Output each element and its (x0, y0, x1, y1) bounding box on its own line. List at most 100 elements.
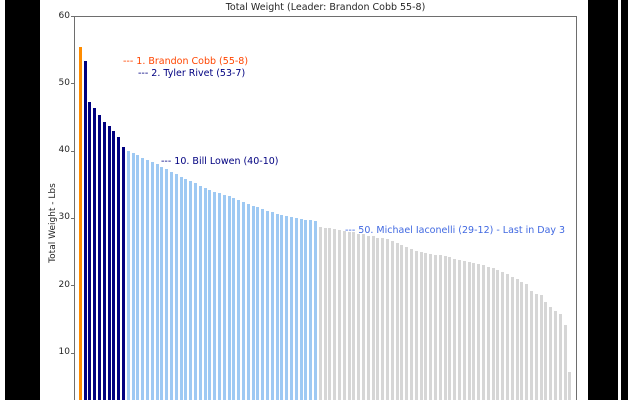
bar-rank-70 (409, 249, 414, 400)
bar-rank-29 (213, 191, 217, 400)
plot-area: --- 1. Brandon Cobb (55-8) --- 2. Tyler … (74, 16, 577, 400)
bar-rank-88 (496, 270, 500, 400)
bar-rank-85 (481, 265, 486, 400)
bar-rank-34 (237, 200, 241, 400)
y-tick-label-60: 60 (58, 10, 70, 21)
bar-rank-30 (217, 193, 222, 400)
bar-rank-16 (150, 162, 154, 400)
bar-rank-55 (337, 229, 342, 400)
bar-rank-43 (280, 214, 284, 400)
bar-rank-19 (165, 169, 169, 400)
bar-rank-32 (227, 196, 231, 400)
bar-rank-26 (198, 185, 202, 400)
y-tick-mark-40 (70, 150, 74, 152)
y-tick-mark-30 (70, 217, 74, 219)
bar-rank-39 (261, 209, 265, 400)
bar-rank-54 (333, 229, 337, 400)
annotation-rank-1-leader: --- 1. Brandon Cobb (55-8) (123, 56, 249, 67)
bar-rank-68 (400, 245, 404, 400)
bar-rank-89 (501, 272, 505, 400)
bar-rank-62 (371, 236, 375, 400)
bar-rank-101 (558, 314, 562, 400)
y-tick-label-30: 30 (58, 212, 70, 223)
bar-rank-38 (256, 207, 260, 400)
bar-rank-102 (563, 324, 567, 400)
y-tick-mark-20 (70, 285, 74, 287)
bar-rank-41 (270, 212, 274, 400)
bar-rank-63 (376, 237, 380, 400)
chart-figure: Total Weight (Leader: Brandon Cobb 55-8)… (40, 0, 588, 400)
bar-rank-95 (529, 290, 534, 400)
y-tick-mark-50 (70, 83, 74, 85)
bar-rank-64 (381, 238, 385, 400)
bar-rank-12 (131, 152, 135, 400)
bar-rank-93 (520, 282, 524, 400)
bar-rank-83 (472, 262, 476, 400)
bar-rank-13 (136, 154, 140, 400)
bar-rank-71 (414, 250, 418, 400)
bar-rank-92 (515, 279, 519, 400)
bar-rank-86 (486, 266, 490, 400)
bar-rank-103 (568, 372, 572, 400)
bar-rank-24 (189, 181, 193, 400)
bar-rank-69 (405, 247, 409, 400)
bar-rank-59 (357, 233, 361, 400)
bar-rank-33 (232, 198, 236, 400)
bar-rank-9 (117, 137, 121, 400)
annotation-rank-10: --- 10. Bill Lowen (40-10) (161, 156, 279, 167)
bar-rank-96 (534, 294, 538, 400)
bar-rank-1 (78, 47, 82, 400)
bar-rank-7 (107, 126, 111, 400)
bar-rank-99 (549, 307, 553, 400)
bar-rank-4 (93, 107, 97, 400)
bar-rank-94 (525, 284, 529, 400)
y-tick-label-40: 40 (58, 145, 70, 156)
bar-rank-78 (448, 257, 452, 400)
bar-rank-14 (141, 157, 145, 400)
bar-rank-31 (222, 194, 226, 400)
y-tick-label-10: 10 (58, 347, 70, 357)
bar-rank-61 (366, 235, 370, 400)
bar-rank-73 (424, 253, 428, 400)
bar-rank-15 (145, 159, 150, 400)
bar-rank-3 (88, 101, 92, 400)
chart-title: Total Weight (Leader: Brandon Cobb 55-8) (225, 2, 426, 13)
bar-rank-51 (318, 226, 322, 400)
bar-rank-77 (443, 255, 447, 400)
bar-rank-91 (510, 276, 514, 400)
bar-rank-50 (313, 220, 318, 400)
bar-rank-45 (289, 216, 294, 400)
y-tick-label-50: 50 (58, 77, 70, 88)
bar-rank-6 (102, 122, 106, 400)
annotation-rank-2: --- 2. Tyler Rivet (53-7) (138, 68, 246, 79)
bar-rank-27 (203, 187, 207, 400)
bar-rank-46 (294, 218, 298, 400)
bar-rank-56 (342, 231, 346, 400)
bar-rank-52 (323, 227, 327, 400)
bar-rank-66 (390, 241, 394, 400)
bar-rank-35 (241, 202, 246, 400)
bar-rank-25 (193, 183, 198, 400)
bar-rank-10 (121, 147, 126, 400)
bar-rank-21 (174, 173, 178, 400)
bar-rank-60 (361, 234, 366, 400)
bar-rank-48 (304, 219, 308, 400)
bar-rank-97 (539, 294, 543, 400)
bar-rank-72 (419, 251, 423, 400)
bar-rank-82 (467, 261, 471, 400)
bar-rank-100 (553, 311, 558, 400)
bar-rank-18 (160, 167, 164, 400)
bar-rank-5 (97, 114, 102, 400)
bar-rank-36 (246, 204, 250, 400)
bar-rank-23 (184, 178, 188, 400)
bar-rank-2 (83, 61, 87, 400)
bar-rank-53 (328, 228, 332, 400)
bar-rank-98 (544, 302, 548, 400)
bar-rank-37 (251, 206, 255, 400)
bar-rank-40 (265, 210, 270, 400)
bar-rank-47 (299, 218, 303, 400)
bar-rank-42 (275, 213, 279, 400)
bar-rank-58 (352, 232, 356, 400)
bar-rank-84 (477, 264, 481, 400)
